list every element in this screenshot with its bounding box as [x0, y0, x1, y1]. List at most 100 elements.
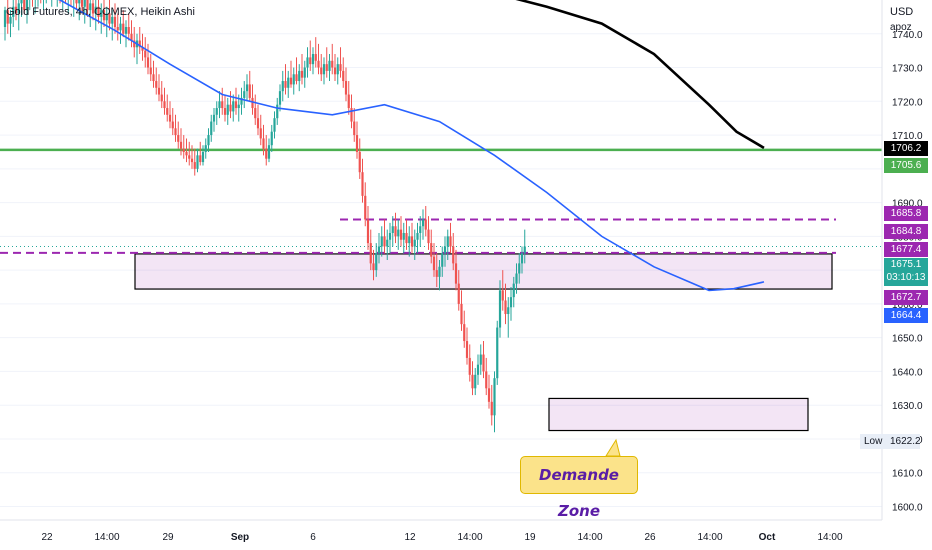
candle[interactable] [493, 371, 496, 433]
candle[interactable] [221, 87, 224, 115]
candle[interactable] [229, 91, 232, 119]
candle[interactable] [108, 0, 111, 31]
candle[interactable] [210, 114, 213, 142]
candle[interactable] [276, 97, 279, 125]
candle[interactable] [347, 81, 350, 115]
candle[interactable] [6, 0, 9, 34]
candle[interactable] [457, 270, 460, 311]
candle[interactable] [424, 205, 427, 237]
supply-zone[interactable] [134, 253, 833, 290]
candle[interactable] [512, 276, 515, 308]
candle[interactable] [471, 361, 474, 396]
candle[interactable] [45, 0, 47, 4]
candle[interactable] [342, 57, 345, 88]
candle[interactable] [427, 216, 430, 250]
candle[interactable] [119, 16, 122, 44]
candle[interactable] [83, 0, 86, 24]
candle[interactable] [51, 0, 53, 7]
candle[interactable] [421, 209, 425, 240]
candle[interactable] [160, 81, 163, 109]
candle[interactable] [177, 121, 180, 149]
candle[interactable] [487, 374, 491, 409]
candle[interactable] [42, 0, 44, 11]
candle[interactable] [419, 216, 422, 247]
candle[interactable] [89, 0, 92, 28]
candle[interactable] [336, 57, 339, 85]
candle[interactable] [130, 20, 133, 48]
candle[interactable] [226, 97, 229, 125]
candle[interactable] [328, 54, 331, 82]
candle[interactable] [62, 0, 64, 11]
candle[interactable] [320, 54, 323, 82]
candle[interactable] [17, 0, 20, 31]
candle[interactable] [449, 222, 452, 254]
chart-title[interactable]: Gold Futures, 4h, COMEX, Heikin Ashi [6, 6, 195, 18]
candle[interactable] [25, 0, 29, 24]
candle[interactable] [518, 253, 521, 284]
candle[interactable] [281, 70, 284, 102]
candle[interactable] [278, 84, 282, 112]
candle[interactable] [78, 0, 81, 21]
candle[interactable] [509, 287, 513, 321]
candle[interactable] [75, 0, 78, 11]
candle[interactable] [127, 13, 130, 41]
candle[interactable] [135, 33, 139, 65]
candle[interactable] [322, 57, 326, 85]
candle[interactable] [240, 87, 243, 115]
candle[interactable] [284, 64, 287, 95]
candle[interactable] [317, 43, 320, 75]
candle[interactable] [408, 226, 411, 257]
candle[interactable] [146, 43, 150, 75]
candle[interactable] [254, 94, 257, 125]
candle[interactable] [465, 327, 469, 365]
candle[interactable] [331, 43, 334, 75]
candle[interactable] [443, 236, 447, 267]
candle[interactable] [218, 91, 221, 119]
candle[interactable] [212, 108, 216, 132]
candle[interactable] [193, 148, 196, 176]
candle[interactable] [179, 128, 183, 156]
candle[interactable] [188, 141, 191, 166]
candle[interactable] [339, 47, 342, 78]
candle[interactable] [245, 74, 249, 102]
candle[interactable] [430, 229, 433, 264]
candle[interactable] [70, 0, 72, 7]
candle[interactable] [507, 297, 510, 338]
candle[interactable] [168, 101, 172, 129]
candle[interactable] [152, 60, 155, 88]
candle[interactable] [361, 158, 364, 203]
candle[interactable] [155, 67, 158, 95]
candle[interactable] [29, 0, 31, 11]
candle[interactable] [190, 145, 194, 169]
candle[interactable] [399, 216, 403, 247]
candle[interactable] [251, 84, 254, 115]
candle[interactable] [3, 6, 7, 41]
candle[interactable] [333, 54, 337, 82]
candle[interactable] [20, 0, 23, 17]
candle[interactable] [463, 310, 466, 348]
candle[interactable] [287, 70, 290, 98]
candle[interactable] [91, 0, 95, 21]
candle[interactable] [40, 0, 42, 4]
candle[interactable] [402, 222, 405, 254]
candle[interactable] [207, 128, 210, 152]
candle[interactable] [490, 384, 493, 426]
candle[interactable] [432, 243, 436, 277]
candle[interactable] [185, 138, 188, 163]
candle[interactable] [232, 94, 235, 122]
candle[interactable] [344, 67, 348, 102]
candle[interactable] [223, 94, 227, 122]
candle[interactable] [438, 260, 441, 291]
candle[interactable] [270, 124, 273, 152]
candle[interactable] [116, 13, 119, 41]
candle[interactable] [479, 344, 482, 375]
candle[interactable] [460, 290, 463, 331]
candle[interactable] [369, 229, 372, 271]
candle[interactable] [234, 87, 238, 115]
candle[interactable] [196, 148, 199, 173]
candle[interactable] [243, 81, 246, 109]
candle[interactable] [441, 246, 444, 277]
candle[interactable] [388, 222, 392, 254]
candle[interactable] [416, 222, 419, 254]
